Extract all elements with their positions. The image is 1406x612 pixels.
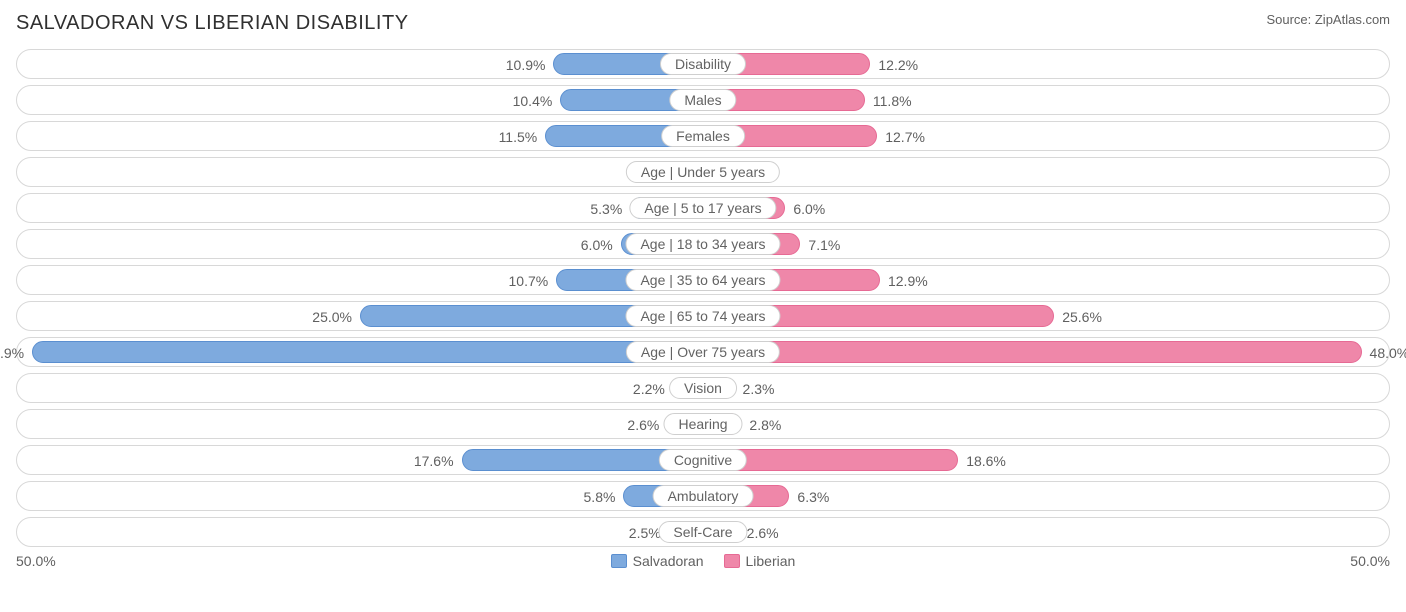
value-left: 11.5% (499, 122, 538, 152)
chart-row: 10.4% 11.8% Males (16, 85, 1390, 115)
chart-row: 6.0% 7.1% Age | 18 to 34 years (16, 229, 1390, 259)
value-right: 2.3% (743, 374, 775, 404)
legend: Salvadoran Liberian (611, 553, 796, 569)
value-right: 6.3% (797, 482, 829, 512)
bar-right (703, 341, 1362, 363)
value-right: 12.9% (888, 266, 928, 296)
value-right: 12.7% (885, 122, 925, 152)
value-right: 25.6% (1062, 302, 1102, 332)
chart-row: 10.9% 12.2% Disability (16, 49, 1390, 79)
category-label: Females (661, 125, 745, 147)
category-label: Vision (669, 377, 737, 399)
value-right: 11.8% (873, 86, 912, 116)
chart-row: 48.9%48.0%Age | Over 75 years (16, 337, 1390, 367)
value-left: 10.9% (506, 50, 546, 80)
value-left: 10.4% (513, 86, 553, 116)
category-label: Age | 5 to 17 years (629, 197, 776, 219)
bar-left (32, 341, 703, 363)
value-right: 48.0% (1370, 338, 1406, 368)
legend-label-right: Liberian (746, 553, 796, 569)
value-left: 2.5% (629, 518, 661, 548)
chart-row: 2.2% 2.3% Vision (16, 373, 1390, 403)
category-label: Males (669, 89, 736, 111)
legend-swatch-left (611, 554, 627, 568)
chart-row: 5.8% 6.3% Ambulatory (16, 481, 1390, 511)
axis-left-max: 50.0% (16, 553, 56, 569)
category-label: Age | 35 to 64 years (625, 269, 780, 291)
chart-title: SALVADORAN VS LIBERIAN DISABILITY (16, 12, 409, 35)
value-right: 2.6% (747, 518, 779, 548)
value-right: 12.2% (878, 50, 918, 80)
legend-item-right: Liberian (724, 553, 796, 569)
category-label: Age | 18 to 34 years (625, 233, 780, 255)
chart-row: 17.6% 18.6% Cognitive (16, 445, 1390, 475)
chart-row: 25.0% 25.6% Age | 65 to 74 years (16, 301, 1390, 331)
value-right: 6.0% (793, 194, 825, 224)
axis-right-max: 50.0% (1350, 553, 1390, 569)
value-left: 17.6% (414, 446, 454, 476)
category-label: Self-Care (658, 521, 747, 543)
chart-row: 2.5% 2.6%Self-Care (16, 517, 1390, 547)
diverging-bar-chart: 10.9% 12.2% Disability 10.4% 11.8% Males 11.5%… (16, 49, 1390, 547)
value-left: 2.2% (633, 374, 665, 404)
category-label: Ambulatory (653, 485, 754, 507)
category-label: Cognitive (659, 449, 747, 471)
chart-row: 2.6% 2.8% Hearing (16, 409, 1390, 439)
value-right: 7.1% (808, 230, 840, 260)
legend-item-left: Salvadoran (611, 553, 704, 569)
category-label: Age | Under 5 years (626, 161, 780, 183)
source-attribution: Source: ZipAtlas.com (1266, 12, 1390, 27)
legend-swatch-right (724, 554, 740, 568)
chart-row: 11.5% 12.7% Females (16, 121, 1390, 151)
category-label: Disability (660, 53, 746, 75)
value-left: 6.0% (581, 230, 613, 260)
category-label: Age | 65 to 74 years (625, 305, 780, 327)
value-right: 2.8% (749, 410, 781, 440)
value-left: 48.9% (0, 338, 24, 368)
value-left: 2.6% (627, 410, 659, 440)
value-left: 25.0% (312, 302, 352, 332)
legend-label-left: Salvadoran (633, 553, 704, 569)
value-left: 5.8% (584, 482, 616, 512)
chart-row: 5.3% 6.0% Age | 5 to 17 years (16, 193, 1390, 223)
category-label: Age | Over 75 years (626, 341, 780, 363)
chart-row: 10.7% 12.9% Age | 35 to 64 years (16, 265, 1390, 295)
chart-row: 1.1%1.3%Age | Under 5 years (16, 157, 1390, 187)
value-left: 5.3% (590, 194, 622, 224)
value-left: 10.7% (509, 266, 549, 296)
value-right: 18.6% (966, 446, 1006, 476)
category-label: Hearing (663, 413, 742, 435)
